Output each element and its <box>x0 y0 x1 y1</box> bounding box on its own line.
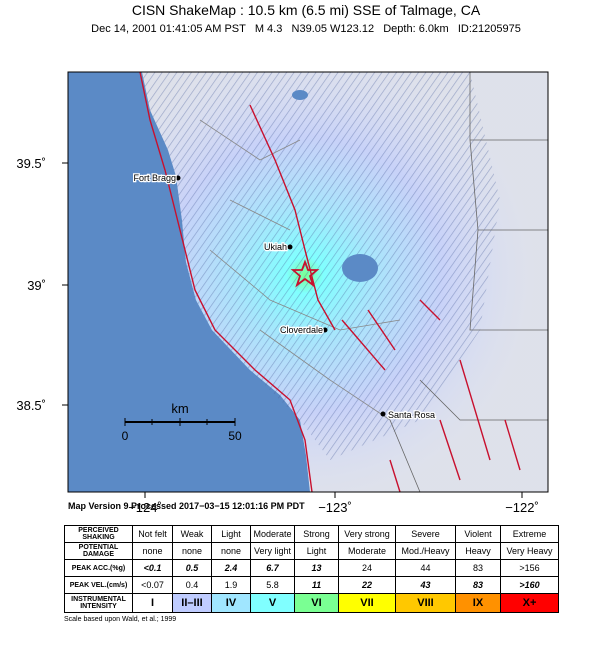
place-label: Fort Bragg <box>133 173 176 183</box>
legend-cell: Moderate <box>338 542 396 560</box>
legend-row: POTENTIAL DAMAGE none none none Very light Li… <box>64 542 559 560</box>
row-label: PEAK VEL.(cm/s) <box>64 576 133 594</box>
legend-cell: Extreme <box>500 525 559 543</box>
legend-cell: 83 <box>455 576 501 594</box>
legend-cell: VII <box>338 593 396 613</box>
legend-cell: IX <box>455 593 501 613</box>
place-label: Santa Rosa <box>388 410 435 420</box>
legend-cell: 11 <box>294 576 339 594</box>
legend-cell: <0.1 <box>132 559 173 577</box>
legend-cell: Very light <box>250 542 295 560</box>
row-label: PERCEIVED SHAKING <box>64 525 133 543</box>
legend-cell: Severe <box>395 525 456 543</box>
place-label: Ukiah <box>264 242 287 252</box>
map <box>62 71 549 498</box>
map-figure: CISN ShakeMap : 10.5 km (6.5 mi) SSE of … <box>16 2 549 515</box>
legend-row: PEAK VEL.(cm/s) <0.07 0.4 1.9 5.8 11 22 43 83 >16… <box>64 576 559 594</box>
legend-cell: 0.4 <box>172 576 212 594</box>
legend-cell: 22 <box>338 576 396 594</box>
legend-cell: VI <box>294 593 339 613</box>
legend-cell: 5.8 <box>250 576 295 594</box>
legend-cell: Light <box>211 525 251 543</box>
legend-cell: Very strong <box>338 525 396 543</box>
legend-row: PEAK ACC.(%g) <0.1 0.5 2.4 6.7 13 24 44 83 >156 <box>64 559 559 577</box>
lat-label: 39.5˚ <box>16 156 46 171</box>
legend-row: INSTRUMENTAL INTENSITY I II–III IV V VI VII VII… <box>64 593 559 613</box>
legend-cell: 24 <box>338 559 396 577</box>
legend-cell: >156 <box>500 559 559 577</box>
legend-cell: none <box>172 542 212 560</box>
lon-label: −123˚ <box>318 500 352 515</box>
legend-cell: 2.4 <box>211 559 251 577</box>
legend-cell: Mod./Heavy <box>395 542 456 560</box>
legend-cell: I <box>132 593 173 613</box>
legend-cell: 83 <box>455 559 501 577</box>
legend-cell: none <box>211 542 251 560</box>
row-label: INSTRUMENTAL INTENSITY <box>64 593 133 613</box>
legend-cell: 1.9 <box>211 576 251 594</box>
legend-cell: Strong <box>294 525 339 543</box>
legend-cell: V <box>250 593 295 613</box>
legend-cell: 43 <box>395 576 456 594</box>
legend-cell: Very Heavy <box>500 542 559 560</box>
legend-cell: VIII <box>395 593 456 613</box>
row-label: PEAK ACC.(%g) <box>64 559 133 577</box>
intensity-legend: PERCEIVED SHAKING Not felt Weak Light Modera… <box>64 525 559 613</box>
lat-label: 39˚ <box>27 278 46 293</box>
legend-cell: Moderate <box>250 525 295 543</box>
legend-cell: Violent <box>455 525 501 543</box>
legend-cell: Heavy <box>455 542 501 560</box>
subtitle: Dec 14, 2001 01:41:05 AM PST M 4.3 N39.0… <box>91 23 521 35</box>
legend-cell: 6.7 <box>250 559 295 577</box>
legend-cell: Not felt <box>132 525 173 543</box>
lon-label: −124˚ <box>128 500 162 515</box>
map-labels: 39.5˚ 39˚ 38.5˚ −124˚ −123˚ −122˚ Fort Bragg Uk… <box>16 156 538 515</box>
legend-cell: X+ <box>500 593 559 613</box>
legend-cell: >160 <box>500 576 559 594</box>
legend-cell: 44 <box>395 559 456 577</box>
footnote: Scale based upon Wald, et al.; 1999 <box>64 616 177 623</box>
scale-unit: km <box>171 401 188 416</box>
legend-cell: 0.5 <box>172 559 212 577</box>
legend-cell: <0.07 <box>132 576 173 594</box>
lat-label: 38.5˚ <box>16 398 46 413</box>
title: CISN ShakeMap : 10.5 km (6.5 mi) SSE of … <box>132 2 481 18</box>
legend-cell: none <box>132 542 173 560</box>
legend-cell: Weak <box>172 525 212 543</box>
legend-cell: II–III <box>172 593 212 613</box>
legend-cell: Light <box>294 542 339 560</box>
place-label: Cloverdale <box>280 325 323 335</box>
legend-cell: IV <box>211 593 251 613</box>
legend-cell: 13 <box>294 559 339 577</box>
scale-start: 0 <box>122 429 129 443</box>
row-label: POTENTIAL DAMAGE <box>64 542 133 560</box>
legend-row: PERCEIVED SHAKING Not felt Weak Light Modera… <box>64 525 559 543</box>
map-version: Map Version 9 Processed 2017−03−15 12:01… <box>68 501 305 511</box>
scale-end: 50 <box>228 429 242 443</box>
lon-label: −122˚ <box>505 500 539 515</box>
